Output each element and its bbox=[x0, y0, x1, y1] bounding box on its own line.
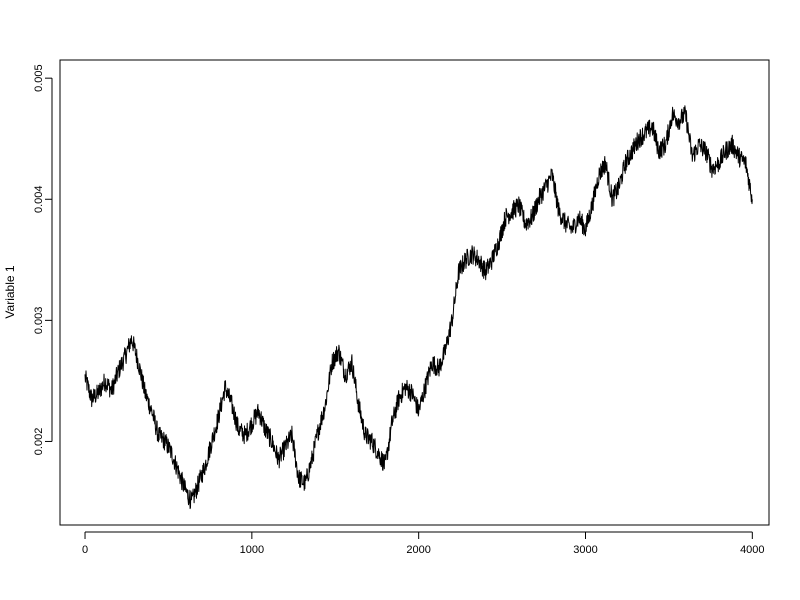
plot-frame bbox=[59, 59, 770, 526]
y-tick-label: 0.002 bbox=[33, 428, 45, 456]
y-axis: 0.002 0.003 0.004 0.005 bbox=[33, 64, 53, 456]
series-line bbox=[84, 105, 753, 510]
y-tick-label: 0.004 bbox=[33, 185, 45, 213]
x-tick-label: 2000 bbox=[406, 544, 430, 556]
y-axis-title: Variable 1 bbox=[3, 265, 17, 318]
series-layer bbox=[84, 105, 753, 510]
x-tick-label: 0 bbox=[82, 544, 88, 556]
x-tick-label: 3000 bbox=[573, 544, 597, 556]
y-tick-label: 0.005 bbox=[33, 64, 45, 92]
x-tick-label: 1000 bbox=[240, 544, 264, 556]
x-tick-label: 4000 bbox=[740, 544, 764, 556]
y-tick-label: 0.003 bbox=[33, 307, 45, 335]
x-axis: 0 1000 2000 3000 4000 bbox=[82, 531, 765, 556]
